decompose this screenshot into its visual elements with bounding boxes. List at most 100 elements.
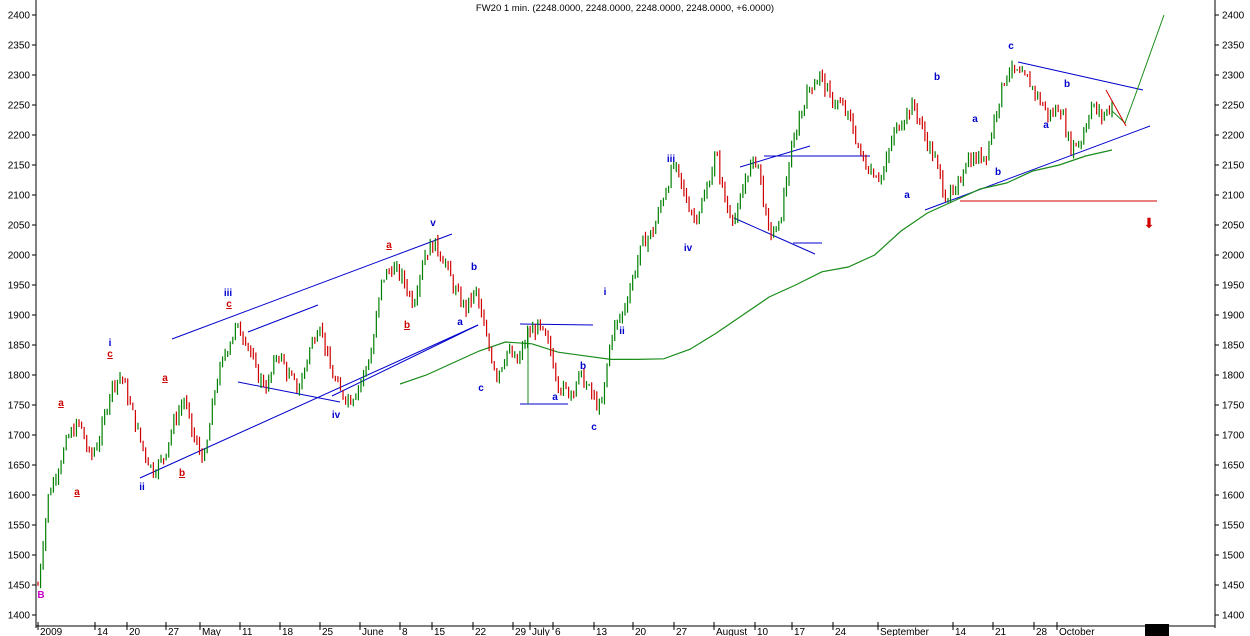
y-tick-label: 1500 — [1222, 551, 1245, 562]
trendline — [139, 324, 479, 479]
x-tick-label: 28 — [1036, 627, 1048, 636]
wave-label: v — [430, 218, 436, 229]
y-tick-label: 2400 — [1222, 11, 1245, 22]
sell-signal-arrow-icon: ⬇ — [1143, 216, 1155, 232]
y-tick-label: 1700 — [1222, 431, 1245, 442]
y-tick-label: 1750 — [1222, 401, 1245, 412]
y-tick-label: 1450 — [1222, 581, 1245, 592]
wave-label: ii — [619, 326, 625, 337]
wave-label: ii — [139, 482, 145, 493]
wave-label: i — [109, 338, 112, 349]
y-tick-label: 1550 — [8, 521, 31, 532]
projection-line-down — [1105, 89, 1127, 127]
wave-label: c — [226, 299, 232, 310]
wave-label: b — [995, 167, 1001, 178]
y-tick-label: 1800 — [1222, 371, 1245, 382]
projection-line — [1111, 14, 1165, 124]
trendline — [331, 324, 479, 397]
wave-label: iii — [224, 288, 233, 299]
x-tick-label: July — [532, 627, 550, 636]
y-tick-label: 2350 — [1222, 41, 1245, 52]
x-tick-label: 25 — [322, 627, 334, 636]
y-tick-label: 1500 — [8, 551, 31, 562]
y-tick-label: 1450 — [8, 581, 31, 592]
y-tick-label: 2250 — [1222, 101, 1245, 112]
price-bars — [37, 14, 1165, 589]
x-tick-label: September — [880, 627, 930, 636]
x-tick-label: 29 — [515, 627, 527, 636]
x-tick-label: August — [716, 627, 747, 636]
x-tick-label: 2009 — [40, 627, 63, 636]
y-tick-label: 2350 — [8, 41, 31, 52]
x-axis: 2009 14 20 27 May 11 18 25 June 8 15 22 29 July 6 13 20 2… — [37, 622, 1169, 636]
y-tick-label: 2000 — [1222, 251, 1245, 262]
x-tick-label: 6 — [555, 627, 561, 636]
y-tick-label: 1900 — [8, 311, 31, 322]
x-tick-label: 11 — [242, 627, 253, 636]
y-tick-label: 2250 — [8, 101, 31, 112]
y-tick-label: 2200 — [8, 131, 31, 142]
wave-label: c — [107, 349, 113, 360]
y-tick-label: 1800 — [8, 371, 31, 382]
wave-label: iii — [667, 154, 676, 165]
x-tick-label: 24 — [835, 627, 847, 636]
x-tick-label: 20 — [635, 627, 647, 636]
moving-average — [399, 149, 1113, 385]
wave-label: a — [386, 240, 392, 251]
y-tick-label: 2000 — [8, 251, 31, 262]
wave-label: iv — [684, 243, 693, 254]
y-tick-label: 2150 — [8, 161, 31, 172]
y-tick-label: 1950 — [1222, 281, 1245, 292]
y-tick-label: 2400 — [8, 11, 31, 22]
x-tick-label: 27 — [168, 627, 180, 636]
y-axis-right: 1400 1450 1500 1550 1600 1650 1700 1750 1800 1850… — [1215, 11, 1245, 622]
trendline — [1017, 61, 1144, 91]
y-tick-label: 2050 — [8, 221, 31, 232]
moving-average-line — [399, 149, 1113, 385]
y-tick-label: 1650 — [1222, 461, 1245, 472]
x-tick-label: 15 — [434, 627, 446, 636]
wave-label: a — [162, 373, 168, 384]
wave-label: a — [904, 190, 910, 201]
y-tick-label: 1700 — [8, 431, 31, 442]
wave-label: c — [1008, 41, 1014, 52]
trendline — [247, 304, 319, 333]
wave-label: iv — [332, 410, 341, 421]
wave-label: a — [74, 487, 80, 498]
wave-label: b — [934, 72, 940, 83]
wave-label: a — [972, 114, 978, 125]
wave-label: B — [37, 590, 44, 601]
trendline — [171, 233, 453, 340]
wave-label: a — [457, 317, 463, 328]
x-tick-label: 10 — [757, 627, 769, 636]
y-tick-label: 2300 — [8, 71, 31, 82]
y-tick-label: 1750 — [8, 401, 31, 412]
x-tick-label: 27 — [676, 627, 688, 636]
y-tick-label: 1400 — [1222, 611, 1245, 622]
trendline — [924, 125, 1151, 211]
x-tick-label: 18 — [282, 627, 294, 636]
y-tick-label: 2300 — [1222, 71, 1245, 82]
wave-label: a — [1043, 120, 1049, 131]
x-tick-label: 22 — [475, 627, 487, 636]
wave-label: i — [604, 287, 607, 298]
x-tick-label: 13 — [596, 627, 608, 636]
y-tick-label: 2150 — [1222, 161, 1245, 172]
y-tick-label: 2100 — [1222, 191, 1245, 202]
y-tick-label: 1650 — [8, 461, 31, 472]
y-tick-label: 1600 — [8, 491, 31, 502]
y-tick-label: 1600 — [1222, 491, 1245, 502]
x-tick-label: 17 — [794, 627, 806, 636]
y-tick-label: 2100 — [8, 191, 31, 202]
y-axis-left: 1400 1450 1500 1550 1600 1650 1700 1750 1800 1850… — [8, 11, 36, 622]
y-tick-label: 1850 — [8, 341, 31, 352]
x-tick-label: 14 — [955, 627, 967, 636]
wave-label: c — [591, 422, 597, 433]
y-tick-label: 1900 — [1222, 311, 1245, 322]
y-tick-label: 1950 — [8, 281, 31, 292]
y-tick-label: 2050 — [1222, 221, 1245, 232]
trendlines — [139, 61, 1157, 479]
wave-label: a — [552, 392, 558, 403]
